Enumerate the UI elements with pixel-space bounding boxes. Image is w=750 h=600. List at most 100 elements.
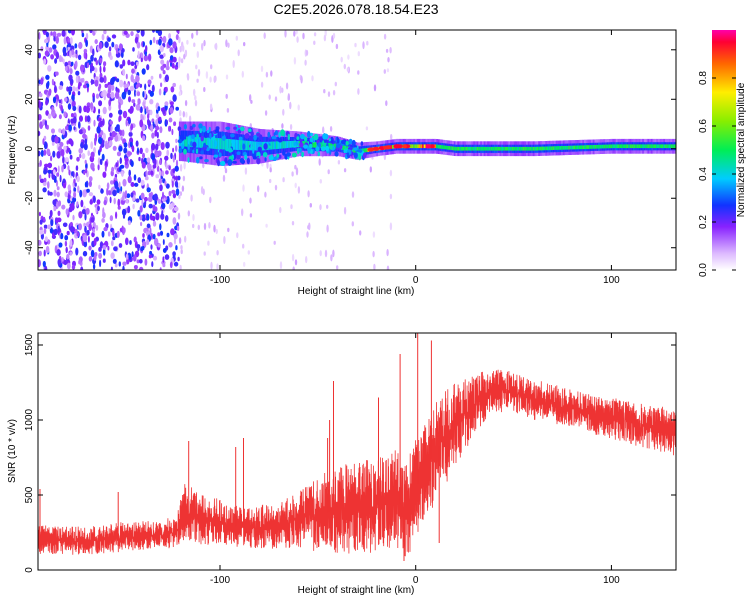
noise-dot: [152, 30, 155, 33]
noise-dot: [111, 34, 117, 39]
spectrogram-y-tick-label: 40: [24, 44, 35, 56]
band-blob: [253, 134, 257, 141]
band-blob: [256, 157, 261, 165]
noise-dot: [250, 99, 253, 104]
noise-dot: [104, 83, 108, 88]
noise-dot: [318, 158, 321, 166]
noise-dot: [64, 235, 69, 241]
noise-dot: [48, 47, 53, 53]
noise-dot: [140, 57, 143, 63]
noise-dot: [166, 232, 170, 238]
noise-dot: [108, 104, 112, 111]
snr-x-axis-label: Height of straight line (km): [298, 585, 415, 596]
noise-dot: [114, 263, 118, 268]
noise-dot: [357, 51, 360, 57]
band-core: [598, 144, 601, 149]
band-core: [663, 144, 666, 149]
noise-dot: [166, 149, 170, 157]
noise-dot: [60, 98, 63, 105]
band-blob: [247, 128, 252, 133]
noise-dot: [162, 239, 165, 245]
noise-dot: [139, 205, 143, 213]
noise-dot: [80, 64, 84, 72]
noise-dot: [42, 260, 46, 268]
band-blob: [218, 152, 222, 158]
band-core: [259, 141, 262, 151]
band-blob: [177, 139, 183, 144]
noise-dot: [110, 266, 113, 270]
band-core: [532, 146, 535, 151]
spectrogram-y-tick-label: -40: [24, 240, 35, 255]
band-core: [603, 144, 606, 149]
noise-dot: [96, 126, 101, 134]
noise-dot: [332, 249, 335, 258]
noise-dot: [319, 204, 322, 211]
noise-dot: [172, 168, 176, 174]
noise-dot: [85, 207, 90, 215]
noise-dot: [152, 164, 157, 169]
band-core: [640, 144, 643, 149]
band-core: [652, 144, 655, 149]
noise-dot: [136, 30, 141, 34]
noise-dot: [46, 124, 49, 130]
noise-dot: [101, 33, 105, 41]
noise-dot: [83, 240, 88, 248]
noise-dot: [127, 220, 131, 226]
noise-dot: [54, 58, 58, 64]
band-core: [534, 146, 537, 151]
noise-dot: [122, 178, 127, 187]
noise-dot: [185, 111, 188, 118]
noise-dot: [94, 79, 99, 87]
noise-dot: [168, 38, 173, 46]
noise-dot: [155, 30, 159, 34]
noise-dot: [78, 41, 83, 50]
noise-dot: [38, 52, 41, 59]
noise-dot: [323, 34, 327, 42]
noise-dot: [209, 196, 212, 204]
noise-dot: [122, 261, 127, 266]
noise-dot: [83, 51, 86, 59]
noise-dot: [45, 99, 49, 106]
noise-dot: [90, 54, 94, 62]
band-core: [464, 146, 467, 151]
noise-dot: [39, 178, 45, 183]
noise-dot: [129, 240, 132, 245]
noise-dot: [112, 258, 117, 264]
noise-dot: [58, 114, 62, 120]
noise-dot: [44, 50, 50, 57]
band-core: [212, 137, 215, 149]
band-core: [633, 144, 636, 149]
noise-dot: [327, 169, 330, 175]
band-blob: [200, 135, 204, 142]
noise-dot: [151, 84, 155, 93]
noise-dot: [194, 95, 197, 101]
noise-dot: [47, 80, 50, 87]
noise-dot: [118, 109, 123, 115]
noise-dot: [47, 181, 50, 189]
band-core: [256, 141, 259, 151]
noise-dot: [330, 254, 333, 262]
noise-dot: [164, 155, 169, 161]
noise-dot: [117, 205, 121, 210]
noise-dot: [56, 32, 62, 37]
noise-dot: [88, 255, 93, 262]
noise-dot: [98, 136, 103, 145]
band-blob: [204, 159, 209, 163]
noise-dot: [110, 180, 114, 185]
noise-dot: [102, 258, 106, 263]
band-core: [636, 144, 639, 149]
noise-dot: [72, 116, 77, 124]
noise-dot: [175, 159, 179, 168]
noise-dot: [102, 89, 107, 98]
band-blob: [204, 135, 208, 139]
noise-dot: [168, 203, 173, 210]
noise-dot: [79, 153, 82, 159]
noise-dot: [103, 61, 107, 67]
band-blob: [199, 128, 202, 134]
noise-dot: [178, 237, 182, 245]
noise-dot: [123, 142, 128, 148]
noise-dot: [62, 156, 65, 164]
noise-dot: [178, 91, 181, 97]
